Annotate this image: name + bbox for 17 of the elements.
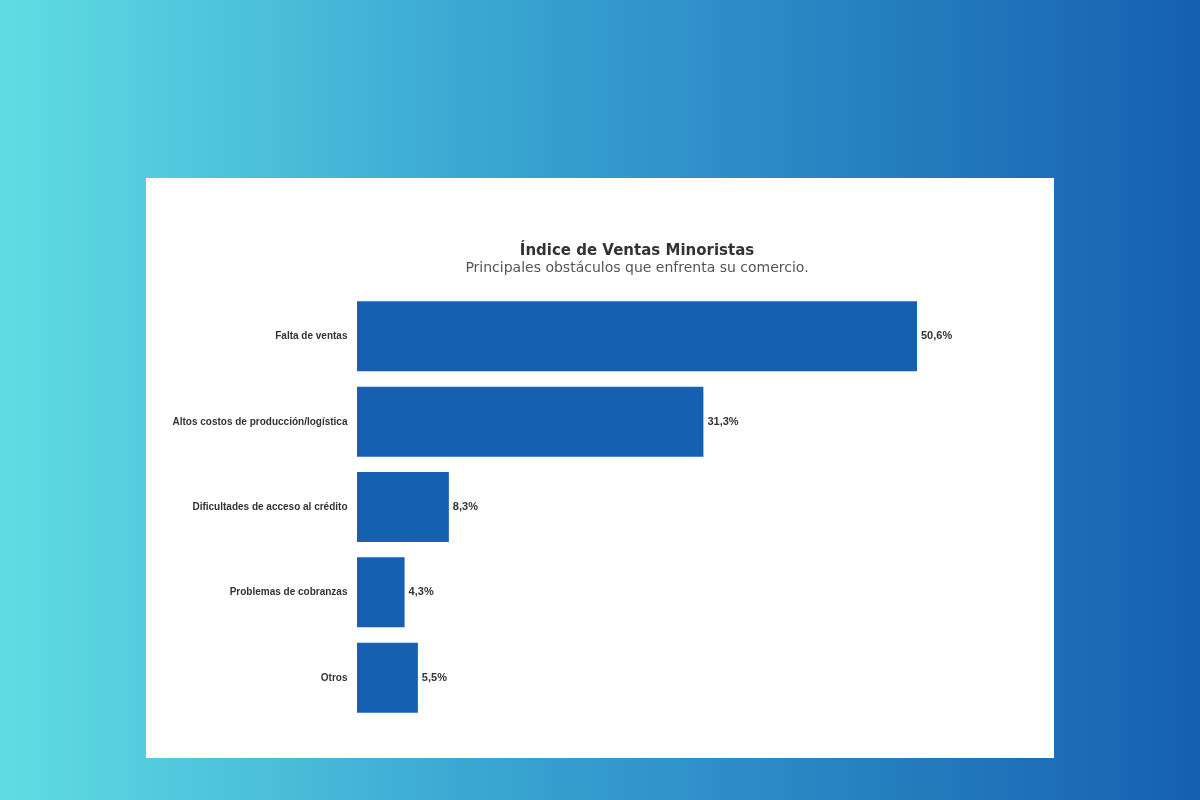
data-label: 31,3% — [707, 414, 739, 427]
y-tick-label: Falta de ventas — [275, 330, 348, 342]
y-tick-label: Problemas de cobranzas — [229, 586, 348, 598]
chart-subtitle: Principales obstáculos que enfrenta su comercio. — [465, 259, 809, 275]
bar — [357, 642, 418, 713]
bar — [357, 557, 405, 628]
bar — [357, 386, 704, 457]
bar — [357, 472, 449, 542]
y-tick-label: Altos costos de producción/logística — [172, 415, 348, 427]
data-label: 4,3% — [408, 585, 434, 598]
bar — [357, 301, 917, 372]
chart-title: Índice de Ventas Minoristas — [519, 240, 755, 259]
data-label: 50,6% — [921, 329, 953, 342]
y-tick-label: Dificultades de acceso al crédito — [192, 501, 348, 512]
data-label: 5,5% — [421, 670, 448, 683]
y-tick-label: Otros — [320, 671, 348, 683]
data-label: 8,3% — [452, 500, 479, 512]
